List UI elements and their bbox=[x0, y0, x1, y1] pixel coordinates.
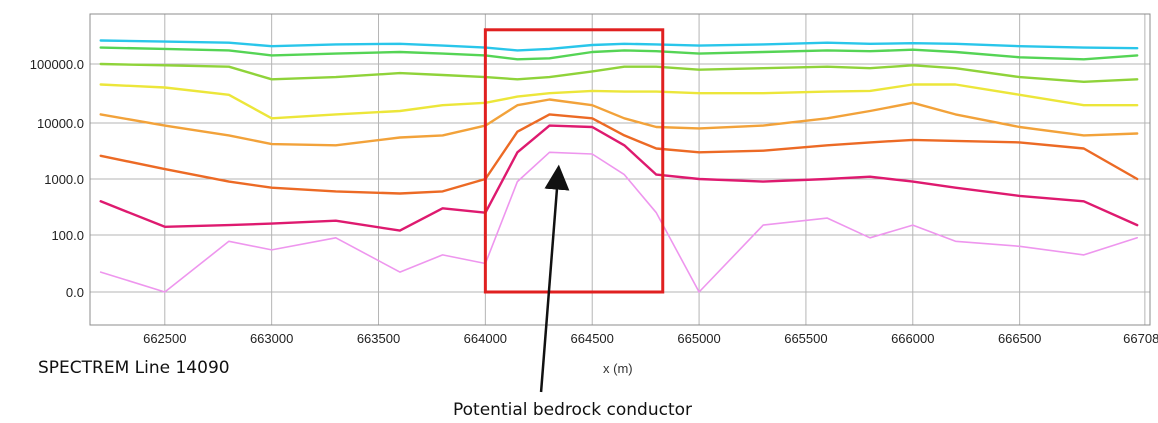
highlight-box bbox=[483, 28, 665, 294]
x-tick-label: 662500 bbox=[143, 331, 186, 346]
series-line-1 bbox=[99, 39, 1139, 52]
series-line-8 bbox=[99, 151, 1138, 293]
annotation-arrow bbox=[539, 164, 570, 393]
grid-lines bbox=[90, 14, 1150, 325]
x-tick-label: 664000 bbox=[464, 331, 507, 346]
series-line-3 bbox=[99, 62, 1139, 83]
series-line-4 bbox=[99, 83, 1139, 120]
series-line-6 bbox=[99, 113, 1139, 195]
x-tick-label: 667086 bbox=[1123, 331, 1158, 346]
x-tick-label: 663500 bbox=[357, 331, 400, 346]
y-tick-label: 0.0 bbox=[66, 285, 84, 300]
tick-labels: 662500 663000 663500 664000 664500 665000 6655… bbox=[30, 57, 1158, 346]
series-line-5 bbox=[99, 98, 1139, 147]
plot-frame bbox=[89, 13, 1151, 326]
series-line-2 bbox=[99, 46, 1139, 61]
y-tick-label: 100000.0 bbox=[30, 57, 84, 72]
y-tick-label: 1000.0 bbox=[44, 172, 84, 187]
x-tick-label: 664500 bbox=[571, 331, 614, 346]
line-caption: SPECTREM Line 14090 bbox=[38, 358, 230, 378]
x-tick-label: 665000 bbox=[677, 331, 720, 346]
annotation-caption: Potential bedrock conductor bbox=[453, 400, 693, 420]
x-tick-label: 663000 bbox=[250, 331, 293, 346]
x-tick-label: 666000 bbox=[891, 331, 934, 346]
annotations-group bbox=[483, 28, 665, 393]
x-tick-label: 665500 bbox=[784, 331, 827, 346]
y-tick-label: 10000.0 bbox=[37, 116, 84, 131]
y-tick-label: 100.0 bbox=[51, 228, 84, 243]
x-axis-label: x (m) bbox=[603, 361, 633, 376]
series-line-7 bbox=[99, 124, 1139, 232]
x-tick-label: 666500 bbox=[998, 331, 1041, 346]
series-group bbox=[99, 39, 1139, 293]
